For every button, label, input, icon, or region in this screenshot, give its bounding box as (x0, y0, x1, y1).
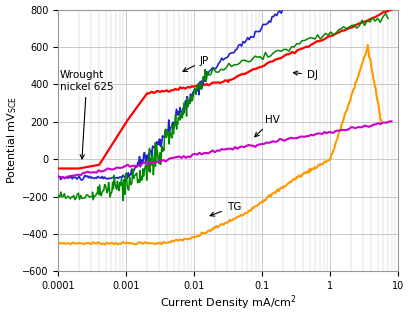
Text: HV: HV (254, 115, 279, 137)
X-axis label: Current Density mA/cm$^2$: Current Density mA/cm$^2$ (160, 294, 296, 313)
Text: TG: TG (210, 202, 240, 216)
Text: JP: JP (182, 56, 209, 71)
Text: DJ: DJ (293, 70, 317, 80)
Text: Wrought
nickel 625: Wrought nickel 625 (60, 70, 113, 159)
Y-axis label: Potential mV$_\mathregular{SCE}$: Potential mV$_\mathregular{SCE}$ (6, 96, 19, 184)
